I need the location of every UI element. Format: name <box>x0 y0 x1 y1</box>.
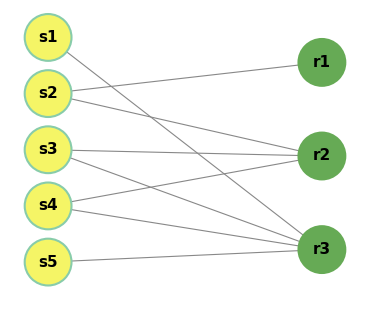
Circle shape <box>25 239 71 285</box>
Text: s1: s1 <box>38 30 58 45</box>
Circle shape <box>25 14 71 61</box>
Text: r3: r3 <box>313 242 331 257</box>
Circle shape <box>299 226 345 273</box>
Circle shape <box>299 39 345 86</box>
Circle shape <box>25 70 71 117</box>
Text: r1: r1 <box>313 55 331 70</box>
Circle shape <box>25 126 71 173</box>
Circle shape <box>25 183 71 229</box>
Text: r2: r2 <box>313 149 331 163</box>
Text: s3: s3 <box>38 142 58 157</box>
Text: s4: s4 <box>38 198 58 213</box>
Circle shape <box>299 133 345 179</box>
Text: s2: s2 <box>38 86 58 101</box>
Text: s5: s5 <box>38 255 58 270</box>
